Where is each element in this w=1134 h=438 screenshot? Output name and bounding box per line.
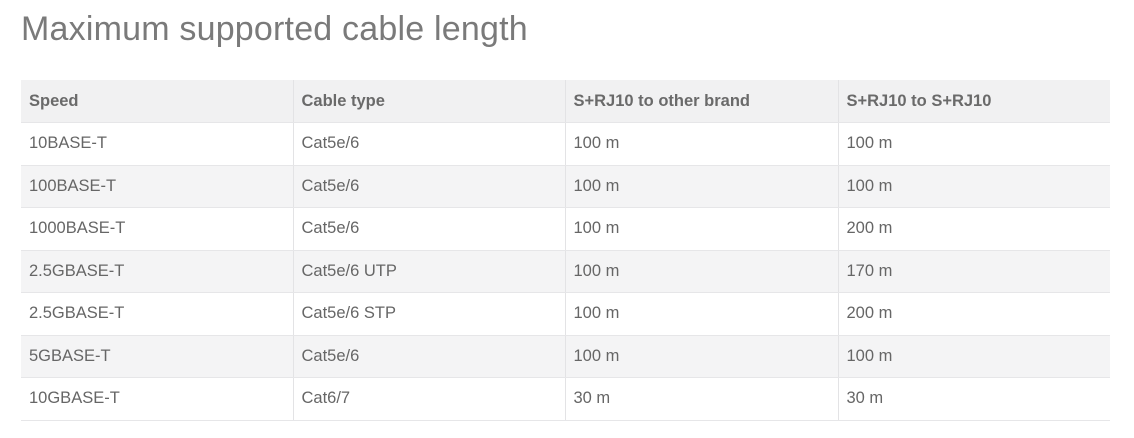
- table-cell: Cat5e/6 UTP: [292, 250, 565, 293]
- table-cell: 100 m: [837, 122, 1110, 166]
- table-cell: 100 m: [837, 165, 1110, 208]
- table-cell: 10GBASE-T: [21, 377, 293, 421]
- column-header: Speed: [21, 80, 293, 123]
- table-cell: 30 m: [564, 377, 838, 421]
- table-cell: Cat5e/6: [292, 165, 565, 208]
- table-cell: 100 m: [564, 207, 838, 251]
- table-row: 2.5GBASE-T Cat5e/6 STP 100 m 200 m: [21, 292, 1110, 336]
- table-cell: 100BASE-T: [21, 165, 293, 208]
- table-header-row: Speed Cable type S+RJ10 to other brand S+RJ…: [21, 80, 1110, 123]
- table-row: 5GBASE-T Cat5e/6 100 m 100 m: [21, 335, 1110, 378]
- table-cell: 100 m: [564, 292, 838, 336]
- table-cell: 200 m: [837, 292, 1110, 336]
- table-cell: 170 m: [837, 250, 1110, 293]
- table-cell: 100 m: [564, 335, 838, 378]
- table-cell: 100 m: [837, 335, 1110, 378]
- table-cell: 100 m: [564, 165, 838, 208]
- table-cell: 2.5GBASE-T: [21, 250, 293, 293]
- table-cell: 100 m: [564, 250, 838, 293]
- table-row: 1000BASE-T Cat5e/6 100 m 200 m: [21, 207, 1110, 251]
- table-cell: Cat5e/6 STP: [292, 292, 565, 336]
- table-cell: 200 m: [837, 207, 1110, 251]
- table-cell: 1000BASE-T: [21, 207, 293, 251]
- table-cell: Cat5e/6: [292, 122, 565, 166]
- page-title: Maximum supported cable length: [21, 10, 528, 48]
- table-row: 10BASE-T Cat5e/6 100 m 100 m: [21, 122, 1110, 166]
- table-row: 100BASE-T Cat5e/6 100 m 100 m: [21, 165, 1110, 208]
- table-cell: 2.5GBASE-T: [21, 292, 293, 336]
- table-cell: Cat5e/6: [292, 335, 565, 378]
- column-header: S+RJ10 to S+RJ10: [837, 80, 1110, 123]
- column-header: Cable type: [292, 80, 565, 123]
- table-cell: 5GBASE-T: [21, 335, 293, 378]
- table-row: 2.5GBASE-T Cat5e/6 UTP 100 m 170 m: [21, 250, 1110, 293]
- cable-length-table: Speed Cable type S+RJ10 to other brand S+RJ…: [21, 80, 1110, 421]
- table-cell: 100 m: [564, 122, 838, 166]
- table-cell: Cat6/7: [292, 377, 565, 421]
- table-cell: 30 m: [837, 377, 1110, 421]
- column-header: S+RJ10 to other brand: [564, 80, 838, 123]
- table-row: 10GBASE-T Cat6/7 30 m 30 m: [21, 377, 1110, 421]
- table-cell: Cat5e/6: [292, 207, 565, 251]
- table-cell: 10BASE-T: [21, 122, 293, 166]
